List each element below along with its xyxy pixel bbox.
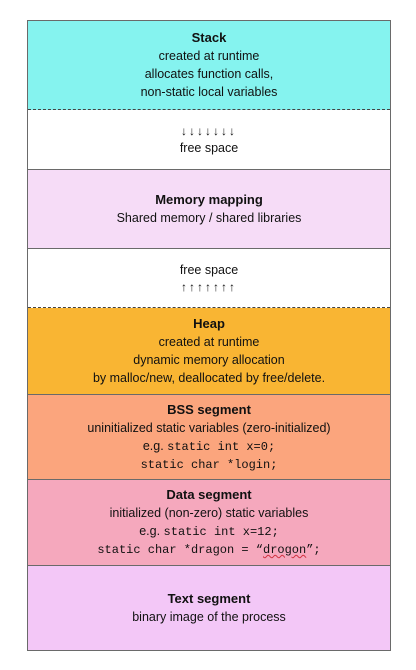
stack-title: Stack (191, 30, 227, 45)
free-space-label-2: free space (179, 263, 239, 277)
heap-title: Heap (193, 316, 225, 331)
bss-line-1: uninitialized static variables (zero-ini… (87, 420, 331, 435)
memory-layout-diagram: Stack created at runtime allocates funct… (27, 20, 391, 651)
data-code-2-before: static char *dragon = “ (97, 543, 263, 557)
data-code-2-after: ”; (306, 543, 321, 557)
bss-example-prefix: e.g. (142, 438, 168, 453)
data-line-1: initialized (non-zero) static variables (109, 506, 309, 520)
mmap-line-1: Shared memory / shared libraries (116, 211, 302, 225)
bss-code-1: static int x=0; (167, 439, 276, 454)
heap-line-1: created at runtime (158, 335, 260, 349)
data-code-2: static char *dragon = “drogon”; (97, 541, 320, 559)
stack-line-3: non-static local variables (140, 85, 278, 99)
data-code-2-word: drogon (263, 543, 307, 557)
free-space-label-1: free space (179, 140, 239, 155)
stack-segment: Stack created at runtime allocates funct… (28, 21, 390, 110)
heap-line-2: dynamic memory allocation (133, 353, 285, 367)
free-space-above-heap: free space ↑↑↑↑↑↑↑ (28, 249, 390, 308)
stack-line-2: allocates function calls, (144, 67, 274, 81)
data-segment: Data segment initialized (non-zero) stat… (28, 480, 390, 566)
text-title: Text segment (167, 591, 251, 606)
heap-line-3: by malloc/new, deallocated by free/delet… (92, 371, 326, 385)
bss-example-1: e.g. static int x=0; (143, 437, 275, 456)
up-arrows-icon: ↑↑↑↑↑↑↑ (181, 280, 237, 294)
bss-title: BSS segment (167, 401, 251, 417)
data-example-prefix: e.g. (139, 524, 164, 538)
heap-segment: Heap created at runtime dynamic memory a… (28, 308, 390, 395)
mmap-title: Memory mapping (155, 192, 263, 207)
down-arrows-icon: ↓↓↓↓↓↓↓ (181, 123, 237, 138)
free-space-below-stack: ↓↓↓↓↓↓↓ free space (28, 110, 390, 170)
text-line-1: binary image of the process (132, 610, 286, 624)
bss-segment: BSS segment uninitialized static variabl… (28, 395, 390, 480)
text-segment: Text segment binary image of the process (28, 566, 390, 650)
data-code-1: static int x=12; (163, 525, 279, 539)
bss-code-2: static char *login; (140, 457, 278, 472)
memory-mapping-segment: Memory mapping Shared memory / shared li… (28, 170, 390, 249)
data-title: Data segment (166, 487, 252, 502)
data-example-1: e.g. static int x=12; (139, 522, 279, 541)
stack-line-1: created at runtime (158, 49, 260, 63)
